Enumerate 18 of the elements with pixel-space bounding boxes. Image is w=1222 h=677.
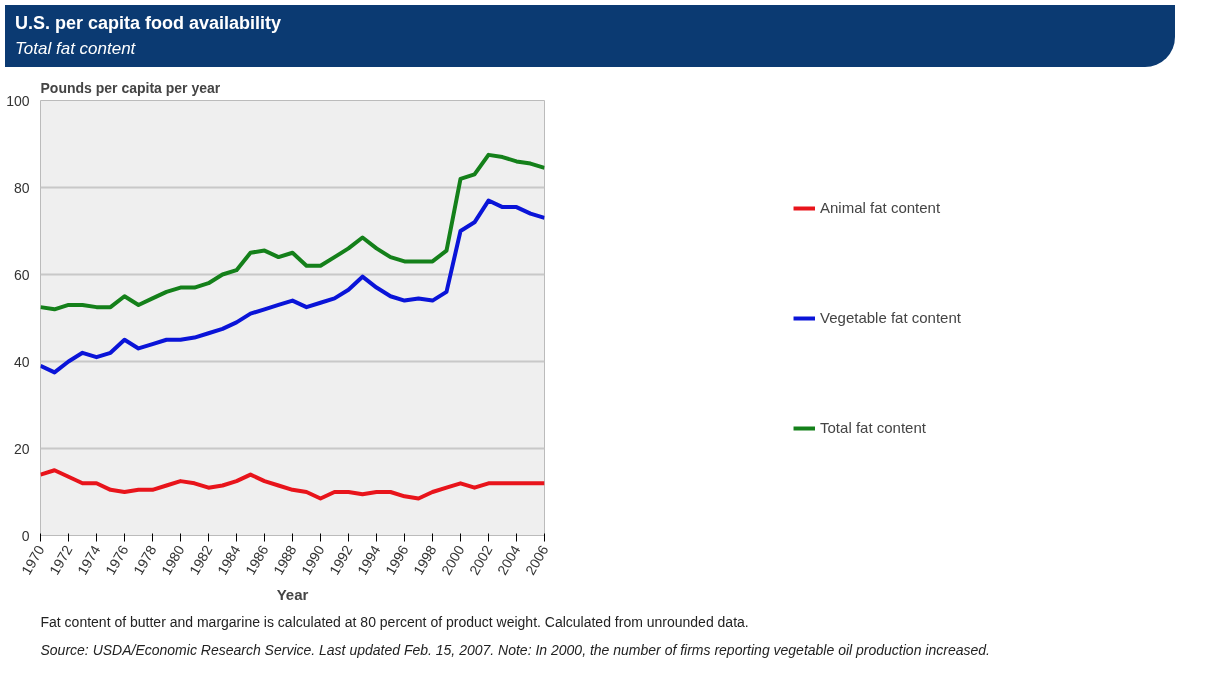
- source-note: Source: USDA/Economic Research Service. Last updated Feb. 15, 2007. Note: In 2000, the number of firms reporting vegetable oil production increased.: [40, 641, 990, 658]
- y-tick-label: 40: [13, 353, 30, 370]
- line-series: [40, 152, 545, 312]
- y-tick-label: 0: [21, 527, 30, 544]
- y-tick-label: 100: [6, 92, 30, 109]
- y-tick-label: 20: [13, 440, 30, 457]
- text: Fat content of butter and margarine is calculated at 80 percent of product weight. Calculated from unrounded data.: [40, 613, 749, 630]
- legend-label: Vegetable fat content: [820, 309, 961, 326]
- line-series: [40, 468, 545, 501]
- legend-label: Total fat content: [820, 419, 926, 436]
- chart-subtitle: Total fat content: [15, 37, 137, 60]
- x-axis-title: Year: [276, 586, 309, 604]
- y-tick-label: 60: [13, 266, 30, 283]
- line-series: [40, 198, 545, 375]
- legend-label: Animal fat content: [820, 199, 941, 216]
- y-axis-title: Pounds per capita per year: [40, 79, 221, 96]
- chart-title: U.S. per capita food availability: [15, 12, 283, 35]
- y-tick-label: 80: [13, 179, 30, 196]
